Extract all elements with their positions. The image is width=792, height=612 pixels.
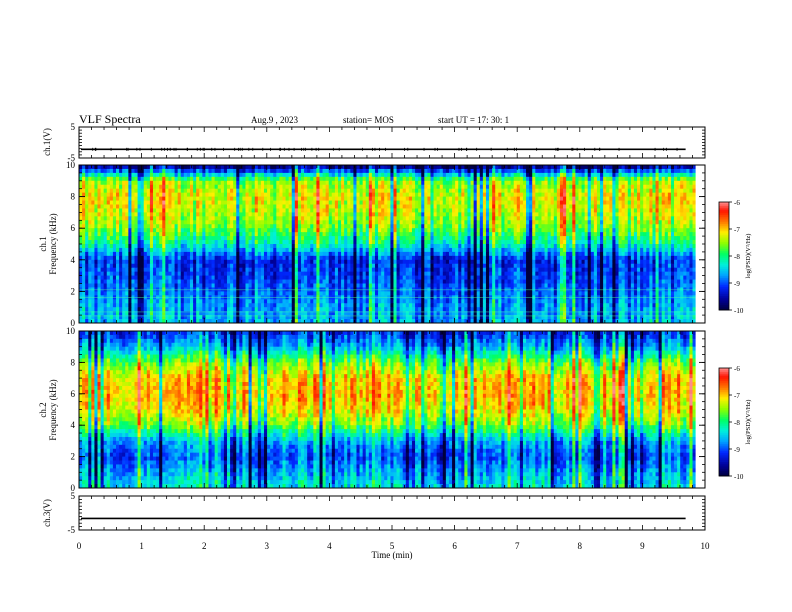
- colorbar-tick-label: -6: [734, 199, 740, 207]
- no-data-region: [695, 165, 705, 323]
- y-axis-label-ch1-spec: ch.1: [38, 236, 48, 251]
- colorbar-tick-label: -7: [734, 392, 740, 400]
- x-tick-label: 9: [640, 541, 645, 551]
- y-tick-label: 6: [71, 389, 76, 399]
- x-tick-label: 0: [77, 541, 82, 551]
- y-tick-label: 0: [71, 483, 76, 493]
- y-tick-label: 4: [71, 255, 76, 265]
- x-tick-label: 5: [390, 541, 395, 551]
- colorbar-tick-label: -9: [734, 446, 740, 454]
- colorbar-tick-label: -7: [734, 226, 740, 234]
- y-tick-label: -5: [68, 525, 76, 535]
- colorbar-tick-label: -10: [734, 307, 744, 315]
- y-axis-label-ch3-wave: ch.3(V): [42, 499, 52, 527]
- y-axis-label-ch2-spec-unit: Frequency (kHz): [48, 379, 58, 440]
- colorbar-label: log(PSD)(V²/Hz): [745, 400, 752, 445]
- y-tick-label: -5: [68, 153, 76, 163]
- colorbar-tick-label: -10: [734, 473, 744, 481]
- y-tick-label: 5: [71, 122, 76, 132]
- spectrogram-2: [79, 331, 705, 489]
- y-axis-label-ch2-spec: ch.2: [38, 402, 48, 417]
- colorbar-tick-label: -8: [734, 253, 740, 261]
- y-tick-label: 2: [71, 286, 76, 296]
- no-data-region: [695, 331, 705, 488]
- y-tick-label: 10: [66, 326, 76, 336]
- x-axis-label: Time (min): [372, 550, 413, 560]
- x-tick-label: 4: [327, 541, 332, 551]
- colorbar-ch2: [718, 367, 732, 477]
- figure-title: VLF Spectra: [79, 112, 141, 126]
- y-tick-label: 5: [71, 491, 76, 501]
- x-tick-label: 1: [139, 541, 144, 551]
- x-tick-label: 2: [202, 541, 207, 551]
- y-tick-label: 4: [71, 420, 76, 430]
- colorbar-tick-label: -9: [734, 280, 740, 288]
- y-tick-label: 8: [71, 192, 76, 202]
- x-tick-label: 6: [452, 541, 457, 551]
- colorbar-tick-label: -6: [734, 365, 740, 373]
- y-axis-label-ch1-spec-unit: Frequency (kHz): [48, 213, 58, 274]
- x-tick-label: 10: [701, 541, 711, 551]
- y-tick-label: 8: [71, 357, 76, 367]
- panel-frame-3: [78, 495, 706, 531]
- spectrogram-1: [79, 165, 705, 324]
- x-tick-label: 3: [265, 541, 270, 551]
- colorbar-label: log(PSD)(V²/Hz): [745, 234, 752, 279]
- y-tick-label: 6: [71, 223, 76, 233]
- start-time-label: start UT = 17: 30: 1: [438, 115, 510, 125]
- colorbar-tick-label: -8: [734, 419, 740, 427]
- y-axis-label-ch1-wave: ch.1(V): [42, 128, 52, 156]
- y-tick-label: 10: [66, 160, 76, 170]
- x-tick-label: 7: [515, 541, 520, 551]
- colorbar-ch1: [718, 201, 732, 311]
- y-tick-label: 2: [71, 452, 76, 462]
- date-label: Aug.9 , 2023: [251, 115, 298, 125]
- y-tick-label: 0: [71, 318, 76, 328]
- x-tick-label: 8: [578, 541, 583, 551]
- station-label: station= MOS: [343, 115, 394, 125]
